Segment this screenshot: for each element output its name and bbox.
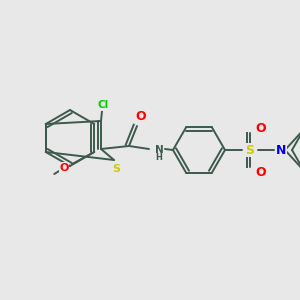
Text: O: O xyxy=(60,163,69,173)
Text: H: H xyxy=(156,154,162,163)
Text: O: O xyxy=(256,166,266,178)
Text: S: S xyxy=(245,143,254,157)
Text: S: S xyxy=(112,164,120,174)
Text: N: N xyxy=(154,145,164,155)
Text: N: N xyxy=(276,143,286,157)
Text: O: O xyxy=(256,122,266,134)
Text: Cl: Cl xyxy=(98,100,109,110)
Text: O: O xyxy=(136,110,146,124)
